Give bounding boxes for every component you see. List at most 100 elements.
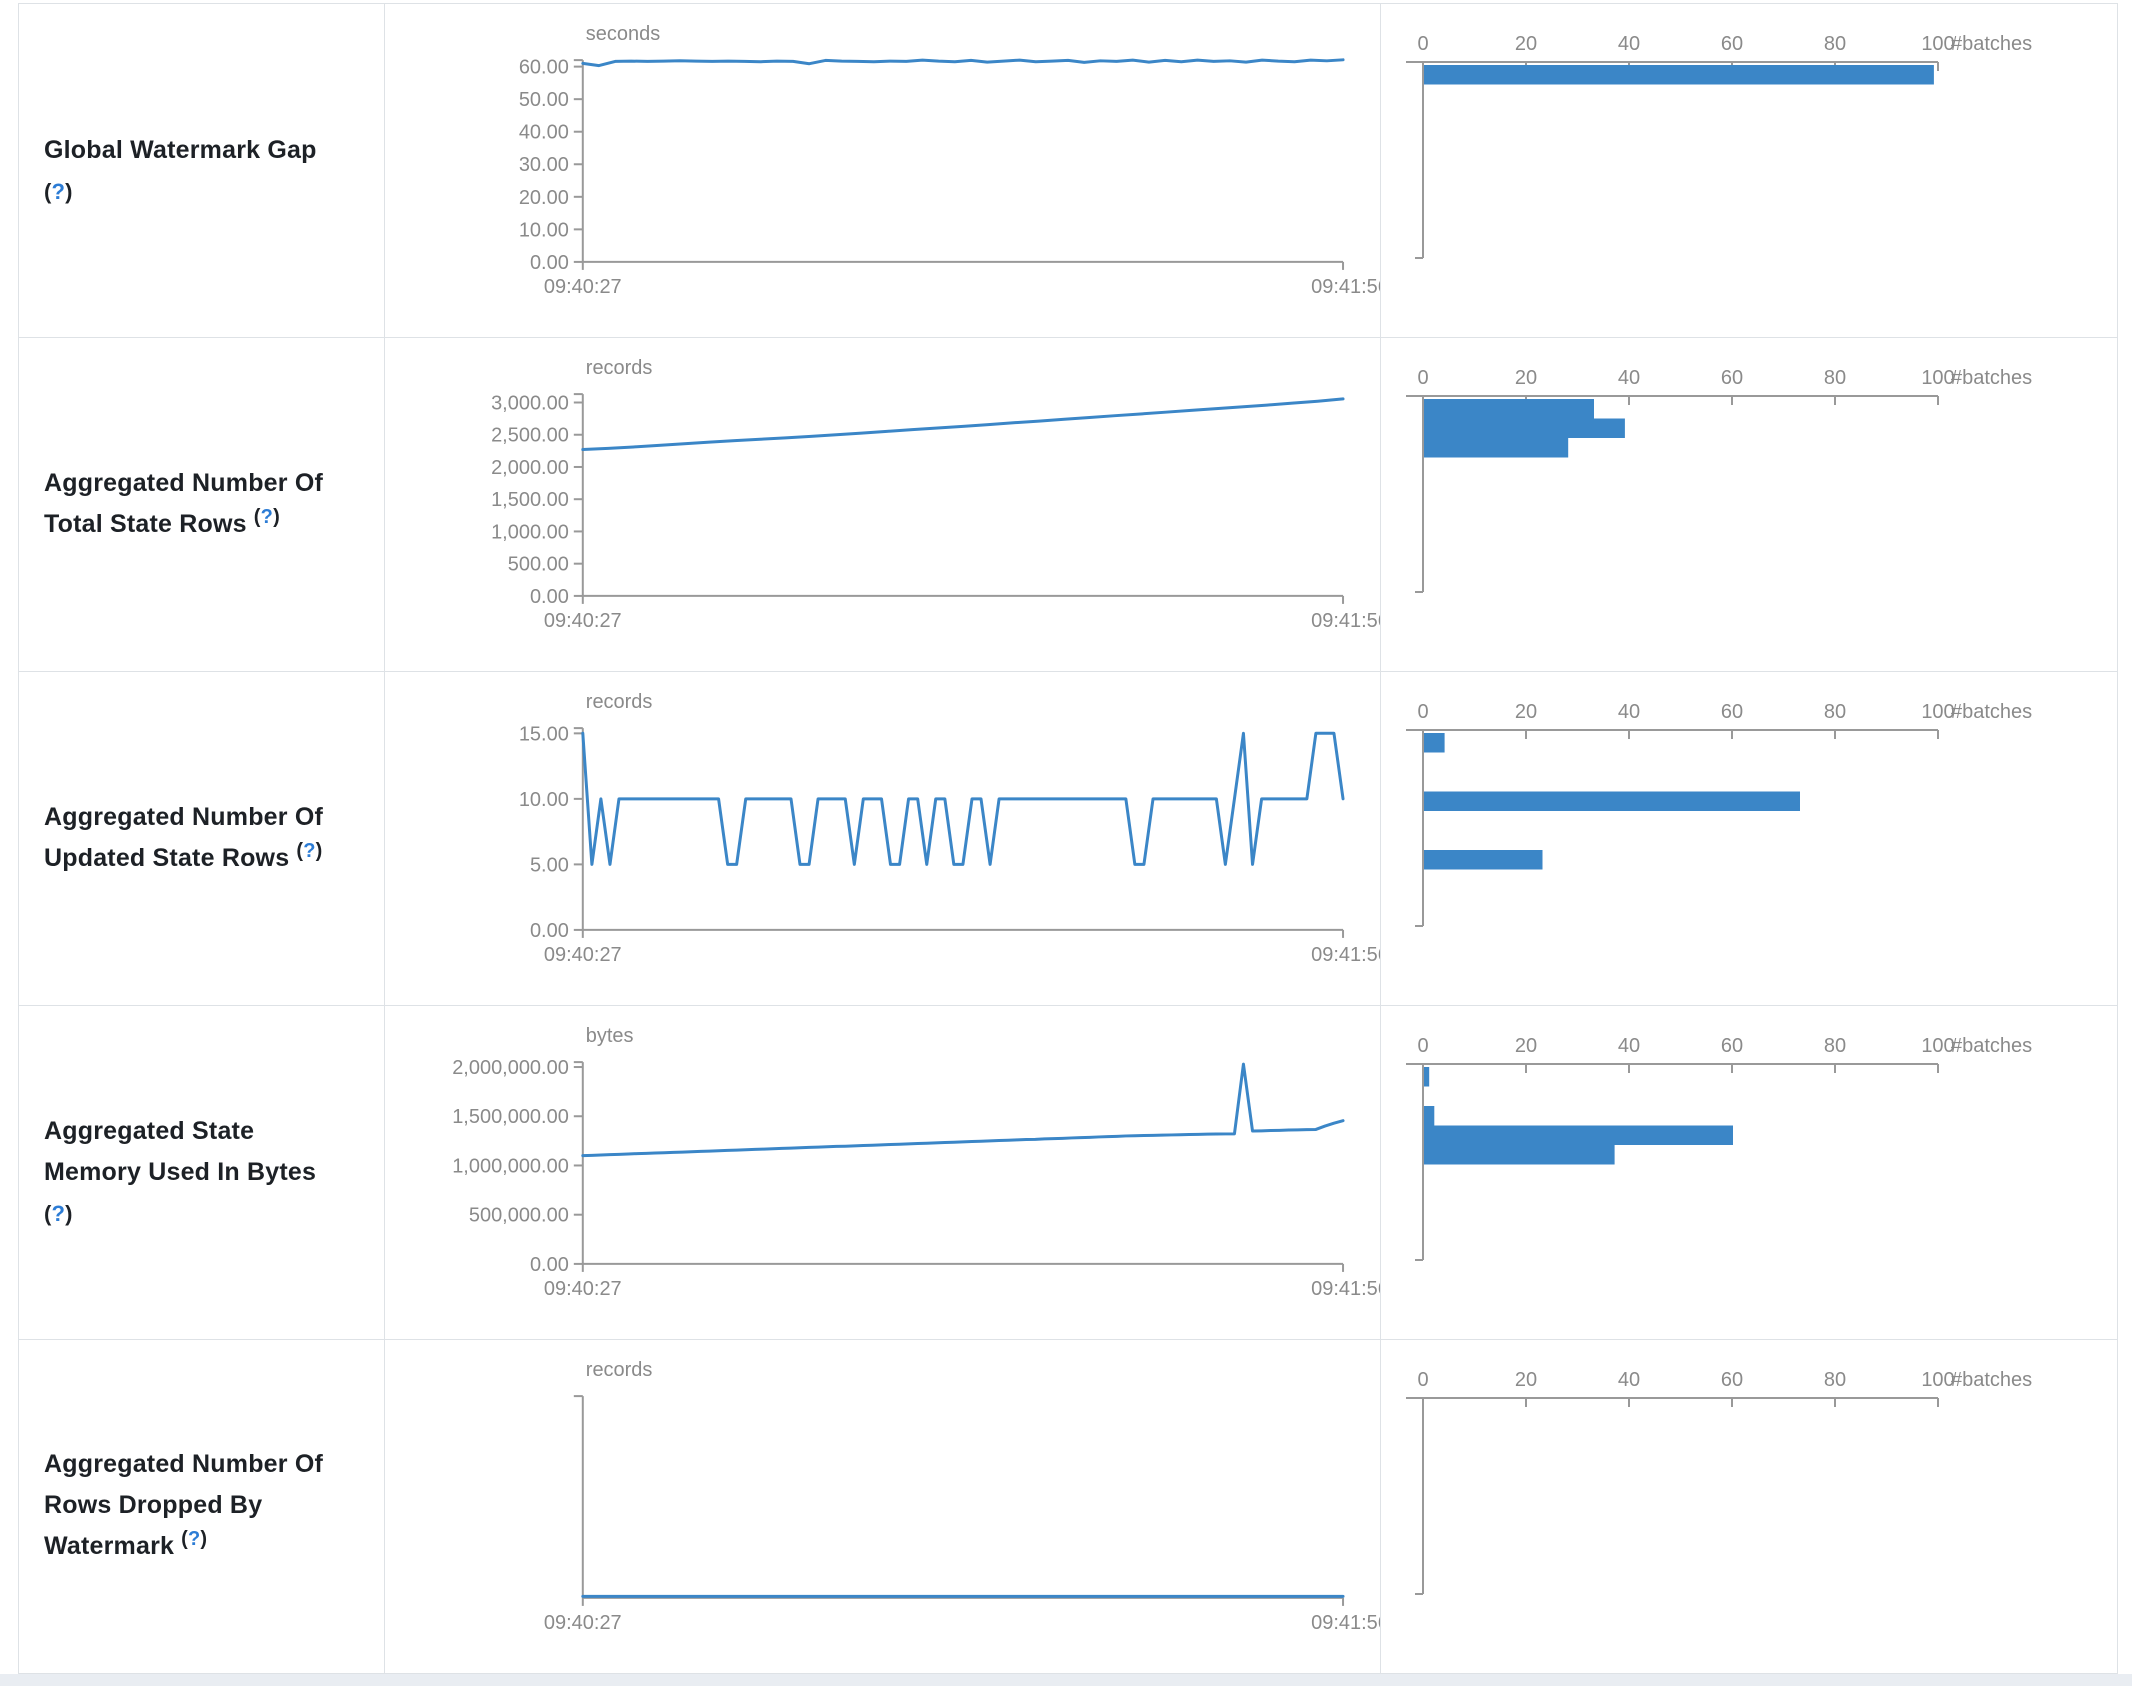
timeline-series-line bbox=[581, 731, 1345, 866]
histogram-bar bbox=[1424, 399, 1594, 419]
timeline-chart-cell: records 3,000.00 2,500.00 2,000.00 1,500.00 1… bbox=[385, 338, 1381, 671]
metric-row: Aggregated Number Of Rows Dropped By Water… bbox=[19, 1340, 2117, 1673]
hist-tick-label: 40 bbox=[1618, 1035, 1640, 1057]
histogram-chart-svg: 0 20 40 60 80 100#batches bbox=[1406, 1035, 2032, 1261]
hist-tick-label: 20 bbox=[1515, 33, 1537, 55]
help-paren: ) bbox=[273, 505, 280, 528]
help-paren: ) bbox=[200, 1528, 208, 1550]
metric-title-text: Global Watermark Gap bbox=[44, 135, 317, 164]
metric-label-line: Total State Rows (?) bbox=[44, 504, 364, 547]
hist-tick-label: 0 bbox=[1417, 367, 1428, 389]
bottom-divider-strip bbox=[0, 1674, 2132, 1686]
question-mark-icon: ? bbox=[51, 1201, 66, 1226]
metric-title-text: Aggregated Number Of bbox=[44, 1450, 324, 1478]
x-end-time-label: 09:41:56 bbox=[1311, 610, 1380, 632]
hist-tick-label: 100 bbox=[1921, 1035, 1954, 1057]
y-tick-label: 20.00 bbox=[519, 187, 569, 209]
y-tick-label: 1,500.00 bbox=[491, 489, 569, 511]
metric-label-line: Aggregated Number Of bbox=[44, 1444, 364, 1485]
metric-title-text: Rows Dropped By bbox=[44, 1491, 263, 1519]
timeline-chart-svg: records 3,000.00 2,500.00 2,000.00 1,500.00 1… bbox=[491, 357, 1380, 632]
metric-title-text: Aggregated State bbox=[44, 1117, 255, 1145]
timeline-chart-svg: bytes 2,000,000.00 1,500,000.00 1,000,000.0… bbox=[452, 1025, 1380, 1300]
hist-tick-label: 80 bbox=[1824, 33, 1846, 55]
x-end-time-label: 09:41:56 bbox=[1311, 944, 1380, 966]
y-tick-label: 0.00 bbox=[530, 1254, 569, 1276]
y-tick-label: 2,000,000.00 bbox=[452, 1057, 569, 1079]
question-mark-icon: ? bbox=[187, 1528, 201, 1550]
batches-axis-label: #batches bbox=[1951, 701, 2032, 723]
y-tick-label: 40.00 bbox=[519, 122, 569, 144]
hist-tick-label: 20 bbox=[1515, 367, 1537, 389]
help-paren: ) bbox=[65, 1201, 73, 1226]
metric-label-line: Aggregated State bbox=[44, 1111, 364, 1152]
help-paren: ) bbox=[65, 178, 73, 204]
histogram-bar bbox=[1424, 418, 1625, 438]
hist-tick-label: 20 bbox=[1515, 1369, 1537, 1391]
x-end-time-label: 09:41:56 bbox=[1311, 1612, 1380, 1634]
hist-tick-label: 0 bbox=[1417, 1369, 1428, 1391]
streaming-metrics-table: Global Watermark Gap (?) seconds 60.00 50.0… bbox=[18, 3, 2118, 1674]
help-paren: ) bbox=[315, 839, 323, 862]
y-tick-label: 0.00 bbox=[530, 586, 569, 608]
hist-tick-label: 100 bbox=[1921, 367, 1954, 389]
batches-axis-label: #batches bbox=[1951, 367, 2032, 389]
histogram-bar bbox=[1424, 1145, 1615, 1165]
metric-label: Aggregated Number Of Updated State Rows (?… bbox=[44, 797, 364, 881]
unit-label: records bbox=[586, 1359, 653, 1381]
hist-tick-label: 80 bbox=[1824, 1035, 1846, 1057]
metric-label: Aggregated Number Of Total State Rows (?) bbox=[44, 463, 364, 547]
histogram-bar bbox=[1424, 65, 1934, 85]
metric-label-cell: Global Watermark Gap (?) bbox=[19, 4, 385, 337]
x-end-time-label: 09:41:56 bbox=[1311, 1278, 1380, 1300]
hist-tick-label: 60 bbox=[1721, 367, 1743, 389]
histogram-chart-svg: 0 20 40 60 80 100#batches bbox=[1406, 367, 2032, 593]
help-tooltip-link[interactable]: (?) bbox=[44, 179, 73, 204]
y-tick-label: 2,000.00 bbox=[491, 457, 569, 479]
metric-title-text: Aggregated Number Of bbox=[44, 802, 324, 831]
metric-label-line: Watermark (?) bbox=[44, 1526, 364, 1569]
histogram-bar bbox=[1424, 791, 1800, 811]
hist-tick-label: 0 bbox=[1417, 701, 1428, 723]
help-paren: ( bbox=[181, 1528, 188, 1550]
y-tick-label: 15.00 bbox=[519, 723, 569, 745]
y-tick-label: 10.00 bbox=[519, 219, 569, 241]
hist-tick-label: 100 bbox=[1921, 701, 1954, 723]
help-tooltip-link[interactable]: (?) bbox=[44, 1201, 73, 1226]
histogram-chart-svg: 0 20 40 60 80 100#batches bbox=[1406, 701, 2032, 927]
metric-row: Aggregated Number Of Total State Rows (?) … bbox=[19, 338, 2117, 672]
metric-title-text: Total State Rows bbox=[44, 509, 247, 538]
histogram-bar bbox=[1424, 438, 1569, 458]
metric-label-line: Aggregated Number Of bbox=[44, 797, 364, 838]
hist-tick-label: 40 bbox=[1618, 367, 1640, 389]
x-start-time-label: 09:40:27 bbox=[544, 944, 622, 966]
histogram-chart-svg: 0 20 40 60 80 100#batches bbox=[1406, 1369, 2032, 1595]
y-tick-label: 1,500,000.00 bbox=[452, 1106, 569, 1128]
metric-label-line: Aggregated Number Of bbox=[44, 463, 364, 504]
x-start-time-label: 09:40:27 bbox=[544, 610, 622, 632]
help-paren: ( bbox=[253, 505, 261, 528]
hist-tick-label: 80 bbox=[1824, 1369, 1846, 1391]
histogram-chart-cell: 0 20 40 60 80 100 #batches bbox=[1381, 1340, 2115, 1673]
help-tooltip-link[interactable]: (?) bbox=[296, 840, 322, 862]
metric-label-help-line: (?) bbox=[44, 1193, 364, 1234]
metric-row: Aggregated State Memory Used In Bytes (?) … bbox=[19, 1006, 2117, 1340]
metric-title-text: Watermark bbox=[44, 1532, 175, 1560]
help-tooltip-link[interactable]: (?) bbox=[181, 1528, 207, 1550]
metric-label-cell: Aggregated Number Of Total State Rows (?) bbox=[19, 338, 385, 671]
metric-label-cell: Aggregated State Memory Used In Bytes (?) bbox=[19, 1006, 385, 1339]
timeline-chart-cell: records 15.00 10.00 5.00 0.00 09:40:27 09:41:5… bbox=[385, 672, 1381, 1005]
question-mark-icon: ? bbox=[303, 839, 316, 862]
y-tick-label: 3,000.00 bbox=[491, 392, 569, 414]
histogram-chart-cell: 0 20 40 60 80 100 #batches bbox=[1381, 672, 2115, 1005]
metric-title-text: Aggregated Number Of bbox=[44, 468, 324, 497]
y-tick-label: 30.00 bbox=[519, 154, 569, 176]
hist-tick-label: 60 bbox=[1721, 33, 1743, 55]
timeline-chart-cell: bytes 2,000,000.00 1,500,000.00 1,000,000.0… bbox=[385, 1006, 1381, 1339]
hist-tick-label: 20 bbox=[1515, 701, 1537, 723]
hist-tick-label: 100 bbox=[1921, 33, 1954, 55]
x-start-time-label: 09:40:27 bbox=[544, 1278, 622, 1300]
metric-label-line: Updated State Rows (?) bbox=[44, 838, 364, 881]
help-tooltip-link[interactable]: (?) bbox=[254, 506, 280, 528]
